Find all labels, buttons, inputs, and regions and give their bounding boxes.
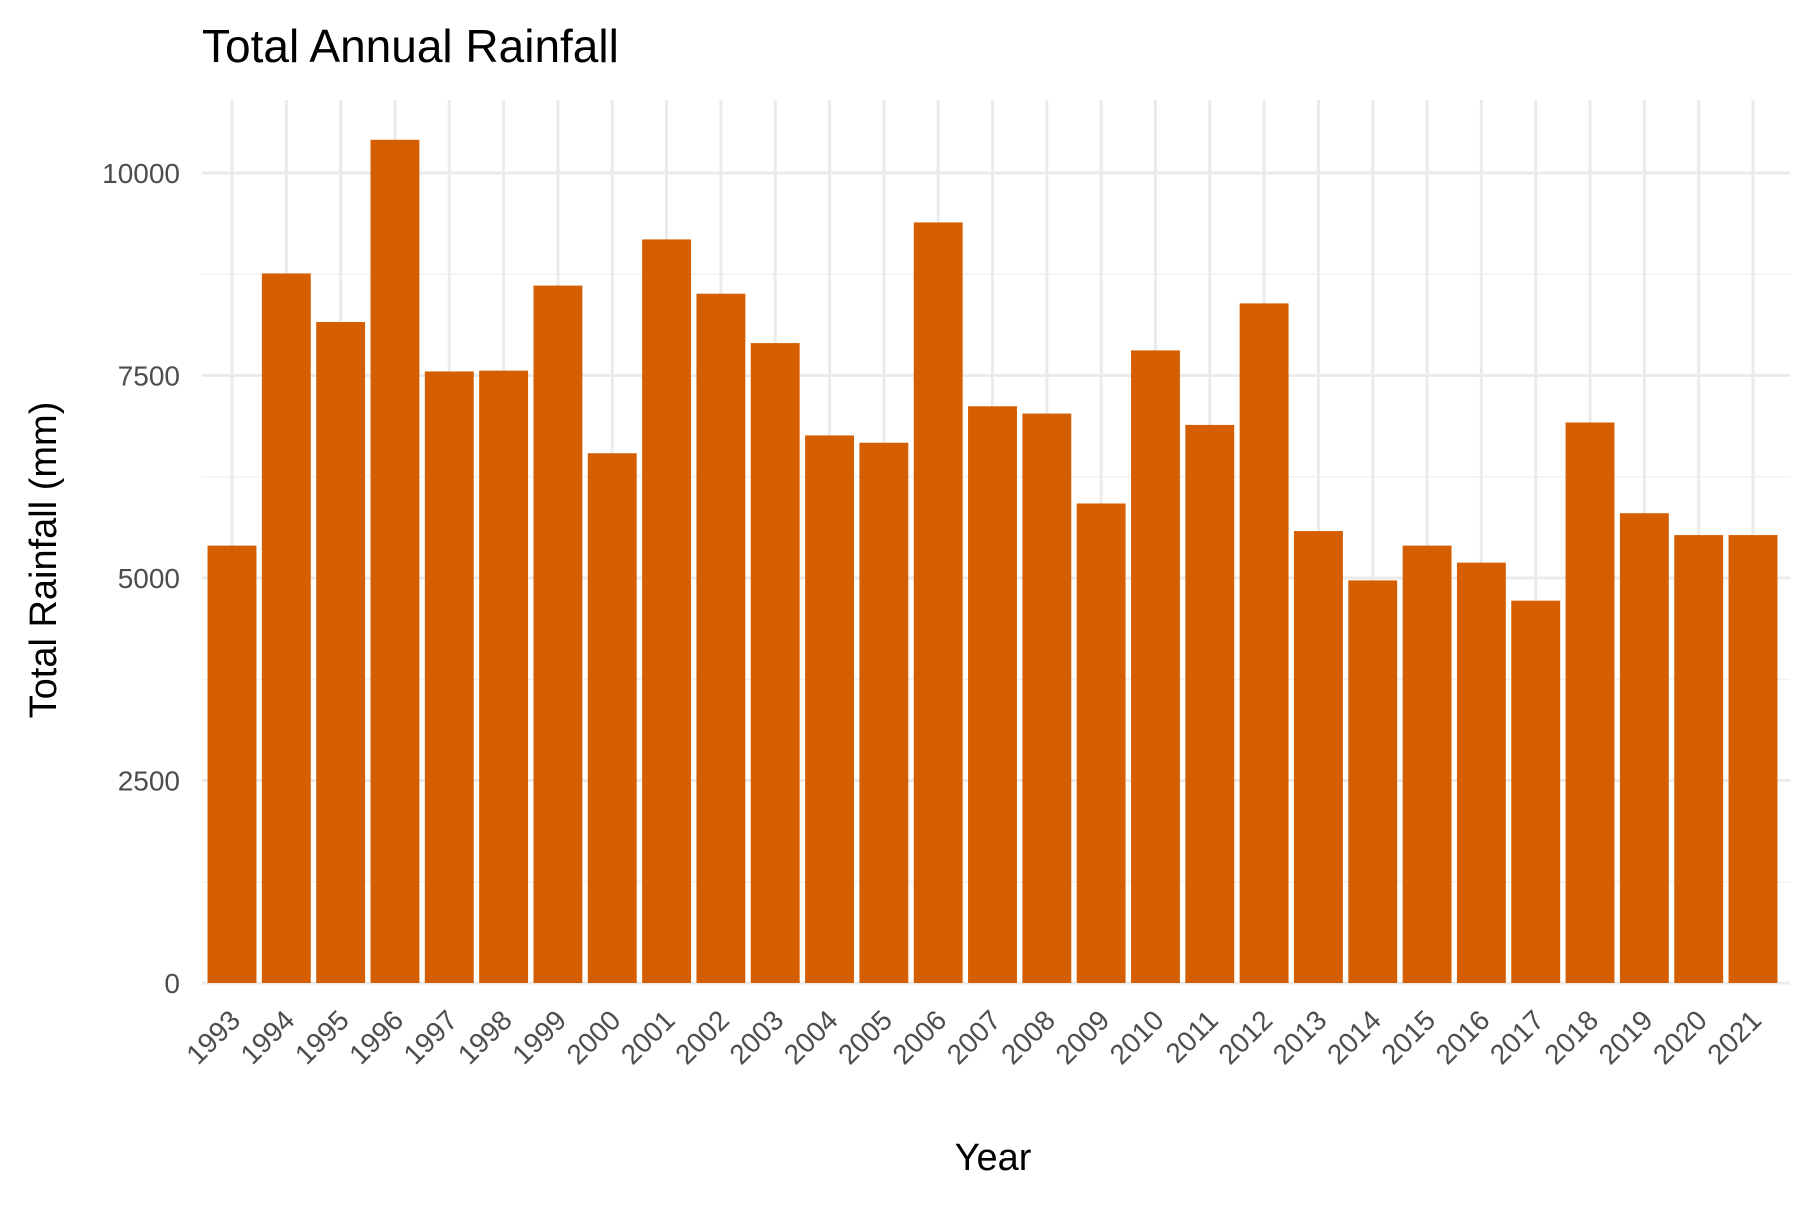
x-tick-label: 2002 <box>669 1004 735 1070</box>
bar-2014 <box>1348 580 1398 983</box>
x-tick-label: 2004 <box>778 1004 844 1070</box>
y-axis-ticks: 0 2500 5000 7500 10000 <box>102 158 180 999</box>
bar-2015 <box>1402 545 1452 983</box>
x-tick-label: 2010 <box>1104 1004 1170 1070</box>
bar-2021 <box>1728 535 1778 983</box>
bar-1998 <box>479 370 529 983</box>
y-tick-label: 10000 <box>102 158 180 189</box>
x-tick-label: 2020 <box>1647 1004 1713 1070</box>
bar-1993 <box>207 545 257 983</box>
bar-2006 <box>913 222 963 983</box>
bar-2009 <box>1076 503 1126 983</box>
x-tick-label: 2005 <box>832 1004 898 1070</box>
y-tick-label: 7500 <box>118 361 180 392</box>
y-tick-label: 0 <box>164 968 180 999</box>
x-tick-label: 2014 <box>1321 1004 1387 1070</box>
bar-1994 <box>261 273 311 983</box>
x-tick-label: 2018 <box>1538 1004 1604 1070</box>
x-tick-label: 2017 <box>1484 1004 1550 1070</box>
x-tick-label: 1999 <box>506 1004 572 1070</box>
bar-1996 <box>370 139 420 984</box>
bar-2016 <box>1456 562 1506 983</box>
bar-1999 <box>533 285 583 984</box>
bar-2007 <box>968 406 1017 983</box>
x-tick-label: 2012 <box>1212 1004 1278 1070</box>
y-axis-title: Total Rainfall (mm) <box>23 402 65 719</box>
bar-2000 <box>587 453 637 983</box>
y-tick-label: 5000 <box>118 563 180 594</box>
x-tick-label: 2007 <box>941 1004 1007 1070</box>
x-axis-ticks: 1993199419951996199719981999200020012002… <box>180 1004 1767 1070</box>
x-tick-label: 2013 <box>1267 1004 1333 1070</box>
bar-2003 <box>750 343 800 984</box>
x-tick-label: 2019 <box>1593 1004 1659 1070</box>
bar-2020 <box>1674 535 1724 983</box>
bar-1997 <box>424 371 474 983</box>
bar-2005 <box>859 442 909 984</box>
bar-2011 <box>1185 424 1235 983</box>
x-tick-label: 2011 <box>1160 1004 1225 1069</box>
bar-2012 <box>1239 303 1289 983</box>
bar-2019 <box>1619 513 1669 983</box>
x-tick-label: 1995 <box>289 1004 355 1070</box>
x-axis-title: Year <box>955 1137 1032 1179</box>
x-tick-label: 1994 <box>235 1004 301 1070</box>
x-tick-label: 1997 <box>398 1004 464 1070</box>
x-tick-label: 2016 <box>1430 1004 1496 1070</box>
x-tick-label: 2003 <box>723 1004 789 1070</box>
bar-2010 <box>1131 350 1180 983</box>
bar-2018 <box>1565 422 1615 984</box>
x-tick-label: 2015 <box>1375 1004 1441 1070</box>
x-tick-label: 1996 <box>343 1004 409 1070</box>
bar-2008 <box>1022 413 1072 983</box>
x-tick-label: 2021 <box>1701 1004 1767 1070</box>
x-tick-label: 2009 <box>1049 1004 1115 1070</box>
y-tick-label: 2500 <box>118 766 180 797</box>
x-tick-label: 1993 <box>180 1004 246 1070</box>
bars <box>207 139 1778 984</box>
chart-title: Total Annual Rainfall <box>202 20 619 72</box>
x-tick-label: 2001 <box>615 1004 681 1070</box>
bar-2002 <box>696 293 746 983</box>
x-tick-label: 2000 <box>561 1004 627 1070</box>
bar-1995 <box>316 322 366 983</box>
x-tick-label: 1998 <box>452 1004 518 1070</box>
bar-2017 <box>1511 600 1561 983</box>
bar-2004 <box>805 435 854 983</box>
bar-2013 <box>1293 531 1343 983</box>
x-tick-label: 2008 <box>995 1004 1061 1070</box>
bar-2001 <box>642 239 692 984</box>
x-tick-label: 2006 <box>886 1004 952 1070</box>
